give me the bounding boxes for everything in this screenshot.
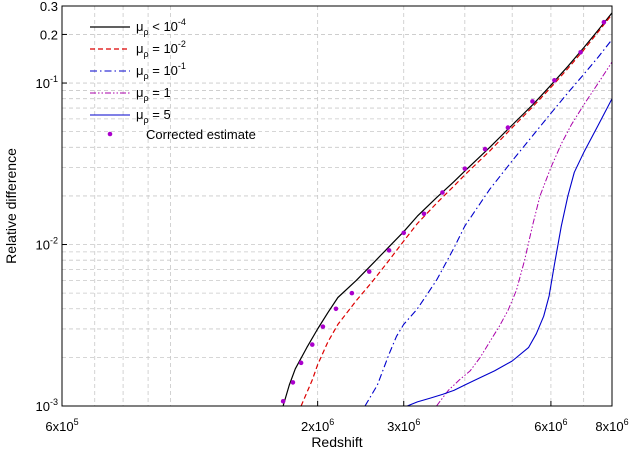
data-point <box>462 166 468 171</box>
data-point <box>280 398 286 404</box>
data-point <box>421 211 427 217</box>
data-point <box>333 306 339 312</box>
series-line-1 <box>300 14 612 406</box>
x-tick-label: 8x106 <box>595 417 628 434</box>
legend-swatch-scatter <box>107 131 113 137</box>
series-group <box>282 12 612 406</box>
legend-label-4: μρ = 5 <box>136 107 171 125</box>
x-tick-label: 2x106 <box>301 417 334 434</box>
legend-label-1: μρ = 10-2 <box>136 39 186 59</box>
x-tick-label: 6x105 <box>45 417 78 434</box>
y-tick-label: 10-3 <box>36 397 58 414</box>
series-line-2 <box>364 39 612 406</box>
scatter-group <box>280 19 607 404</box>
legend-label-0: μρ < 10-4 <box>136 17 186 37</box>
data-point <box>401 230 407 236</box>
data-point <box>290 380 296 385</box>
data-point <box>482 146 488 152</box>
series-line-0 <box>282 12 612 406</box>
data-point <box>386 248 392 253</box>
legend-label-scatter: Corrected estimate <box>146 127 256 142</box>
y-axis-label: Relative difference <box>3 148 19 264</box>
data-point <box>505 125 511 130</box>
data-point <box>320 324 326 329</box>
y-tick-label: 10-2 <box>36 236 58 253</box>
series-line-4 <box>406 98 612 406</box>
y-tick-label: 10-1 <box>36 74 58 91</box>
series-line-3 <box>436 61 612 406</box>
grid <box>62 6 612 406</box>
legend: μρ < 10-4μρ = 10-2μρ = 10-1 μρ = 1 μρ = 5 C… <box>90 17 256 142</box>
data-point <box>440 190 445 195</box>
x-tick-label: 3x106 <box>387 417 420 434</box>
data-point <box>552 77 557 83</box>
data-point <box>601 19 607 25</box>
legend-label-3: μρ = 1 <box>136 85 171 103</box>
plot-frame <box>61 5 613 407</box>
x-axis-label: Redshift <box>311 434 362 450</box>
y-tick-label: 0.3 <box>40 0 58 14</box>
data-point <box>366 269 372 274</box>
y-tick-label: 0.2 <box>40 27 58 42</box>
data-point <box>578 50 583 55</box>
x-tick-label: 6x106 <box>534 417 567 434</box>
data-point <box>530 99 535 104</box>
legend-label-2: μρ = 10-1 <box>136 61 186 81</box>
data-point <box>298 360 304 366</box>
data-point <box>309 342 315 347</box>
ticks: 6x105 2x106 3x106 6x106 8x106 10-3 10-2 10-1 0.2… <box>36 0 629 434</box>
data-point <box>349 290 355 296</box>
